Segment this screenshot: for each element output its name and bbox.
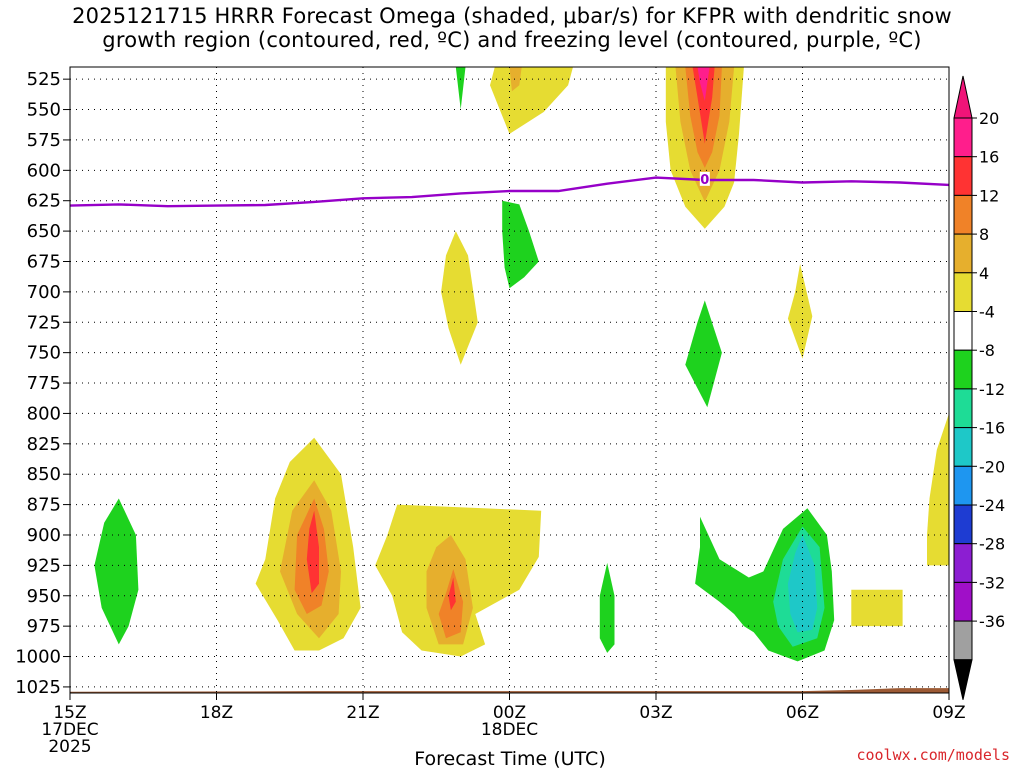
y-axis: 525 550 575 600 625 650 675 700 725 750 775 800 825 8…	[15, 69, 70, 698]
x-tick-label-06Z: 06Z	[786, 703, 819, 723]
y-tick-label-625: 625	[27, 191, 61, 212]
x-year-label-15Z: 2025	[48, 737, 91, 757]
x-date-label-15Z: 17DEC	[41, 720, 98, 740]
y-tick-label-975: 975	[27, 616, 61, 637]
colorbar-swatch-8	[953, 233, 973, 274]
y-tick-label-700: 700	[27, 282, 61, 303]
y-tick-label-750: 750	[27, 343, 61, 364]
title-line-2: growth region (contoured, red, ºC) and f…	[102, 28, 922, 52]
colorbar-swatch--4	[953, 311, 973, 351]
surface-terrain	[70, 688, 949, 693]
freezing-level-label: 0	[700, 173, 709, 188]
title-line-1: 2025121715 HRRR Forecast Omega (shaded, …	[72, 4, 952, 28]
freezing-level-contour: 0	[70, 171, 949, 208]
y-tick-label-950: 950	[27, 586, 61, 607]
colorbar-label-20: 20	[979, 109, 999, 128]
colorbar-swatch--20	[953, 465, 973, 506]
y-tick-label-675: 675	[27, 251, 61, 272]
colorbar-label-4: 4	[979, 264, 989, 283]
colorbar-label-16: 16	[979, 148, 999, 167]
y-tick-label-600: 600	[27, 160, 61, 181]
colorbar-swatch--32	[953, 581, 973, 622]
y-tick-label-525: 525	[27, 69, 61, 90]
omega-region-yellow-0530	[787, 263, 813, 359]
colorbar-label--36: -36	[979, 612, 1005, 631]
y-tick-label-725: 725	[27, 312, 61, 333]
y-tick-label-800: 800	[27, 403, 61, 424]
colorbar-label--32: -32	[979, 573, 1005, 592]
colorbar-swatch-20	[953, 117, 973, 158]
omega-region-red-23z	[448, 577, 456, 611]
omega-region-green-02z	[599, 562, 615, 653]
freezing-label-bg	[699, 171, 710, 186]
y-tick-label-875: 875	[27, 495, 61, 516]
omega-region-yellow-2230	[441, 231, 478, 365]
x-date-label-00Z: 18DEC	[481, 720, 538, 740]
colorbar-label--4: -4	[979, 303, 995, 322]
y-tick-label-1025: 1025	[15, 677, 61, 698]
y-tick-label-850: 850	[27, 464, 61, 485]
y-tick-label-575: 575	[27, 130, 61, 151]
ground-surface	[70, 688, 949, 693]
omega-region-yellow-upper-00z	[490, 67, 573, 134]
omega-region-green-0030	[502, 200, 539, 289]
freezing-level-line	[70, 176, 949, 208]
colorbar-swatch-4	[953, 272, 973, 312]
x-axis-title: Forecast Time (UTC)	[414, 748, 605, 768]
omega-region-green-04z-mid	[685, 300, 722, 408]
colorbar-bottom-arrow	[953, 659, 973, 700]
colorbar-label-12: 12	[979, 186, 999, 205]
colorbar-swatch--12	[953, 388, 973, 429]
colorbar-swatch--36	[953, 620, 973, 661]
y-tick-label-900: 900	[27, 525, 61, 546]
colorbar-swatch--8	[953, 349, 973, 390]
colorbar-label--16: -16	[979, 419, 1005, 438]
x-tick-label-03Z: 03Z	[639, 703, 672, 723]
x-tick-label-15Z: 15Z	[53, 703, 86, 723]
colorbar-swatch-12	[953, 194, 973, 235]
site-credit: coolwx.com/models	[856, 746, 1010, 764]
colorbar-swatch--16	[953, 427, 973, 467]
omega-region-red-20z	[306, 510, 319, 594]
colorbar-label--20: -20	[979, 457, 1005, 476]
y-tick-label-825: 825	[27, 434, 61, 455]
colorbar-swatch--28	[953, 543, 973, 583]
y-tick-label-550: 550	[27, 100, 61, 121]
x-tick-label-09Z: 09Z	[932, 703, 965, 723]
omega-region-yellow-09z	[927, 413, 949, 566]
colorbar-top-arrow	[953, 75, 973, 119]
x-tick-label-00Z: 00Z	[493, 703, 526, 723]
omega-region-green-16z	[94, 498, 139, 645]
colorbar-label--8: -8	[979, 341, 995, 360]
y-tick-label-1000: 1000	[15, 647, 61, 668]
omega-region-red-04z	[692, 67, 715, 144]
colorbar-label--24: -24	[979, 496, 1005, 515]
y-tick-label-775: 775	[27, 373, 61, 394]
omega-region-pink-04z	[697, 67, 710, 101]
y-tick-label-650: 650	[27, 221, 61, 242]
color-legend: 20 16 12 8 4 -4 -8 -12 -16 -20 -24 -28 -32 -36	[953, 75, 1005, 700]
colorbar-label-8: 8	[979, 225, 989, 244]
x-tick-label-18Z: 18Z	[200, 703, 233, 723]
colorbar-label--12: -12	[979, 380, 1005, 399]
omega-region-yellow-0730	[851, 589, 903, 627]
colorbar-swatch--24	[953, 504, 973, 545]
y-tick-label-925: 925	[27, 555, 61, 576]
x-tick-label-21Z: 21Z	[346, 703, 379, 723]
colorbar-label--28: -28	[979, 535, 1005, 554]
omega-shaded-regions	[94, 67, 949, 662]
chart-title: 2025121715 HRRR Forecast Omega (shaded, …	[0, 4, 1024, 52]
omega-region-gold-upper-00z	[509, 67, 522, 92]
colorbar-swatch-16	[953, 156, 973, 196]
omega-region-green-600-0045	[453, 67, 466, 110]
